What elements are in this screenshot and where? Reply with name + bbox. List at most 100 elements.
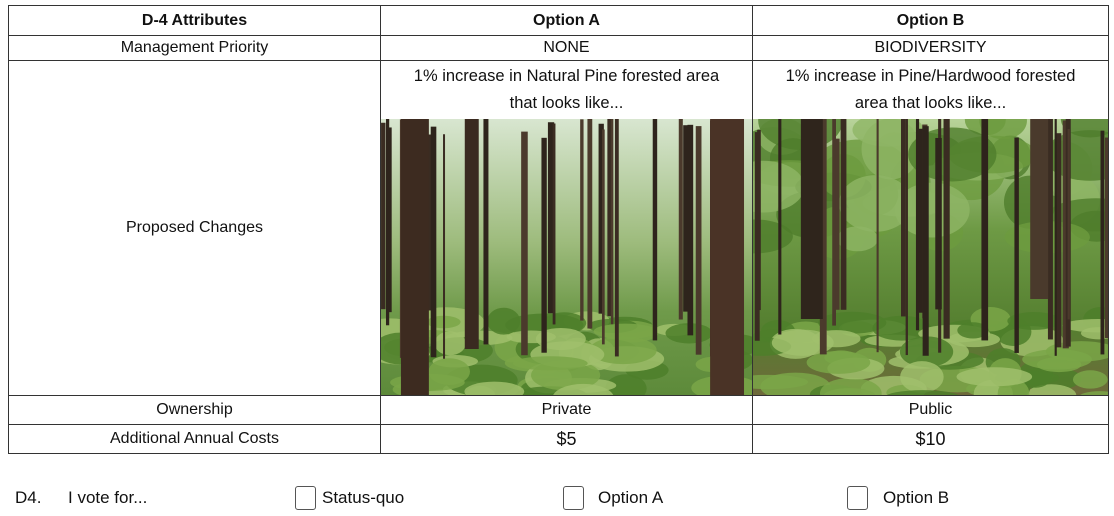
photo-detail xyxy=(553,383,614,395)
photo-detail xyxy=(385,119,390,326)
photo-detail xyxy=(1100,130,1105,355)
photo-detail xyxy=(819,119,827,355)
table-row: Additional Annual Costs $5 $10 xyxy=(8,424,1109,454)
option-label: Option A xyxy=(598,488,664,507)
photo-detail xyxy=(876,119,879,353)
photo-detail xyxy=(956,367,1033,387)
photo-detail xyxy=(1047,119,1053,340)
cell: $10 xyxy=(752,424,1109,454)
photo-detail xyxy=(1054,119,1057,356)
photo-detail xyxy=(589,336,657,365)
photo-detail xyxy=(818,311,887,334)
photo-detail xyxy=(521,131,528,356)
checkbox[interactable] xyxy=(563,486,584,510)
photo-detail xyxy=(610,119,614,325)
option-label: Option B xyxy=(883,488,950,507)
photo-detail xyxy=(935,137,942,310)
cell: Management Priority xyxy=(8,35,381,61)
photo-detail xyxy=(506,330,556,344)
photo-detail xyxy=(981,119,989,341)
photo-detail xyxy=(1067,129,1070,320)
cell: NONE xyxy=(380,35,753,61)
table-row: Ownership Private Public xyxy=(8,395,1109,425)
photo-detail xyxy=(678,119,683,320)
cell: Proposed Changes xyxy=(8,60,381,396)
photo-detail xyxy=(487,307,521,335)
photo-detail xyxy=(464,381,525,395)
photo-detail xyxy=(900,361,944,393)
photo-detail xyxy=(464,119,479,349)
photo-detail xyxy=(428,358,470,386)
photo-detail xyxy=(823,388,876,395)
cell-text: 1% increase in Natural Pine forested are… xyxy=(413,67,720,112)
photo-detail xyxy=(400,119,429,395)
photo-detail xyxy=(760,372,831,395)
photo-detail xyxy=(687,124,694,336)
cell: $5 xyxy=(380,424,753,454)
photo-detail xyxy=(840,119,847,310)
photo-detail xyxy=(753,219,793,254)
photo-detail xyxy=(1045,341,1108,362)
photo-detail xyxy=(905,119,908,356)
photo-detail xyxy=(894,182,970,238)
photo-detail xyxy=(434,331,466,356)
question-number: D4. xyxy=(15,488,42,507)
cell: 1% increase in Pine/Hardwood forested ar… xyxy=(752,60,1109,396)
photo-detail xyxy=(1030,119,1049,299)
header-cell: Option B xyxy=(752,5,1109,36)
photo-detail xyxy=(605,374,647,395)
photo-detail xyxy=(916,128,923,313)
photo-detail xyxy=(957,322,989,339)
cell: Private xyxy=(380,395,753,425)
cell-text: 1% increase in Pine/Hardwood forested ar… xyxy=(785,67,1076,112)
photo-detail xyxy=(1060,119,1108,138)
photo-detail xyxy=(1080,391,1108,395)
table-row: Proposed Changes 1% increase in Natural … xyxy=(8,60,1109,396)
photo-detail xyxy=(757,129,761,311)
photo-detail xyxy=(593,323,658,340)
option-label: Status-quo xyxy=(322,488,405,507)
header-row: D-4 Attributes Option A Option B xyxy=(8,5,1109,36)
photo-detail xyxy=(547,122,555,314)
photo-detail xyxy=(837,226,878,252)
checkbox[interactable] xyxy=(295,486,316,510)
question-prompt: I vote for... xyxy=(68,488,148,507)
cell: Public xyxy=(752,395,1109,425)
photo-detail xyxy=(835,138,840,310)
photo-detail xyxy=(812,330,861,348)
photo-detail xyxy=(652,119,658,341)
photo-detail xyxy=(806,351,871,374)
photo-detail xyxy=(614,119,619,357)
checkbox[interactable] xyxy=(847,486,868,510)
photo-detail xyxy=(683,125,689,312)
cell: Ownership xyxy=(8,395,381,425)
photo-detail xyxy=(587,119,593,329)
photo-detail xyxy=(381,122,386,310)
photo-detail xyxy=(908,127,997,182)
forest-photo xyxy=(753,119,1108,395)
photo-detail xyxy=(800,119,823,319)
cell: BIODIVERSITY xyxy=(752,35,1109,61)
table-row: Management Priority NONE BIODIVERSITY xyxy=(8,35,1109,61)
photo-detail xyxy=(1054,133,1062,348)
photo-detail xyxy=(1007,312,1061,330)
attribute-table: D-4 Attributes Option A Option B Managem… xyxy=(8,5,1109,454)
photo-detail xyxy=(838,175,913,232)
photo-detail xyxy=(979,119,1027,140)
photo-detail xyxy=(1072,370,1108,389)
photo-detail xyxy=(778,119,782,335)
cell: 1% increase in Natural Pine forested are… xyxy=(380,60,753,396)
photo-detail xyxy=(598,123,604,314)
photo-detail xyxy=(900,119,906,317)
photo-detail xyxy=(695,126,702,355)
photo-detail xyxy=(886,390,959,395)
photo-detail xyxy=(388,127,392,313)
photo-detail xyxy=(512,356,588,371)
photo-detail xyxy=(832,119,836,326)
photo-detail xyxy=(607,119,612,317)
forest-photo xyxy=(381,119,752,395)
photo-detail xyxy=(1014,137,1019,353)
photo-detail xyxy=(922,126,929,356)
photo-detail xyxy=(430,126,437,358)
